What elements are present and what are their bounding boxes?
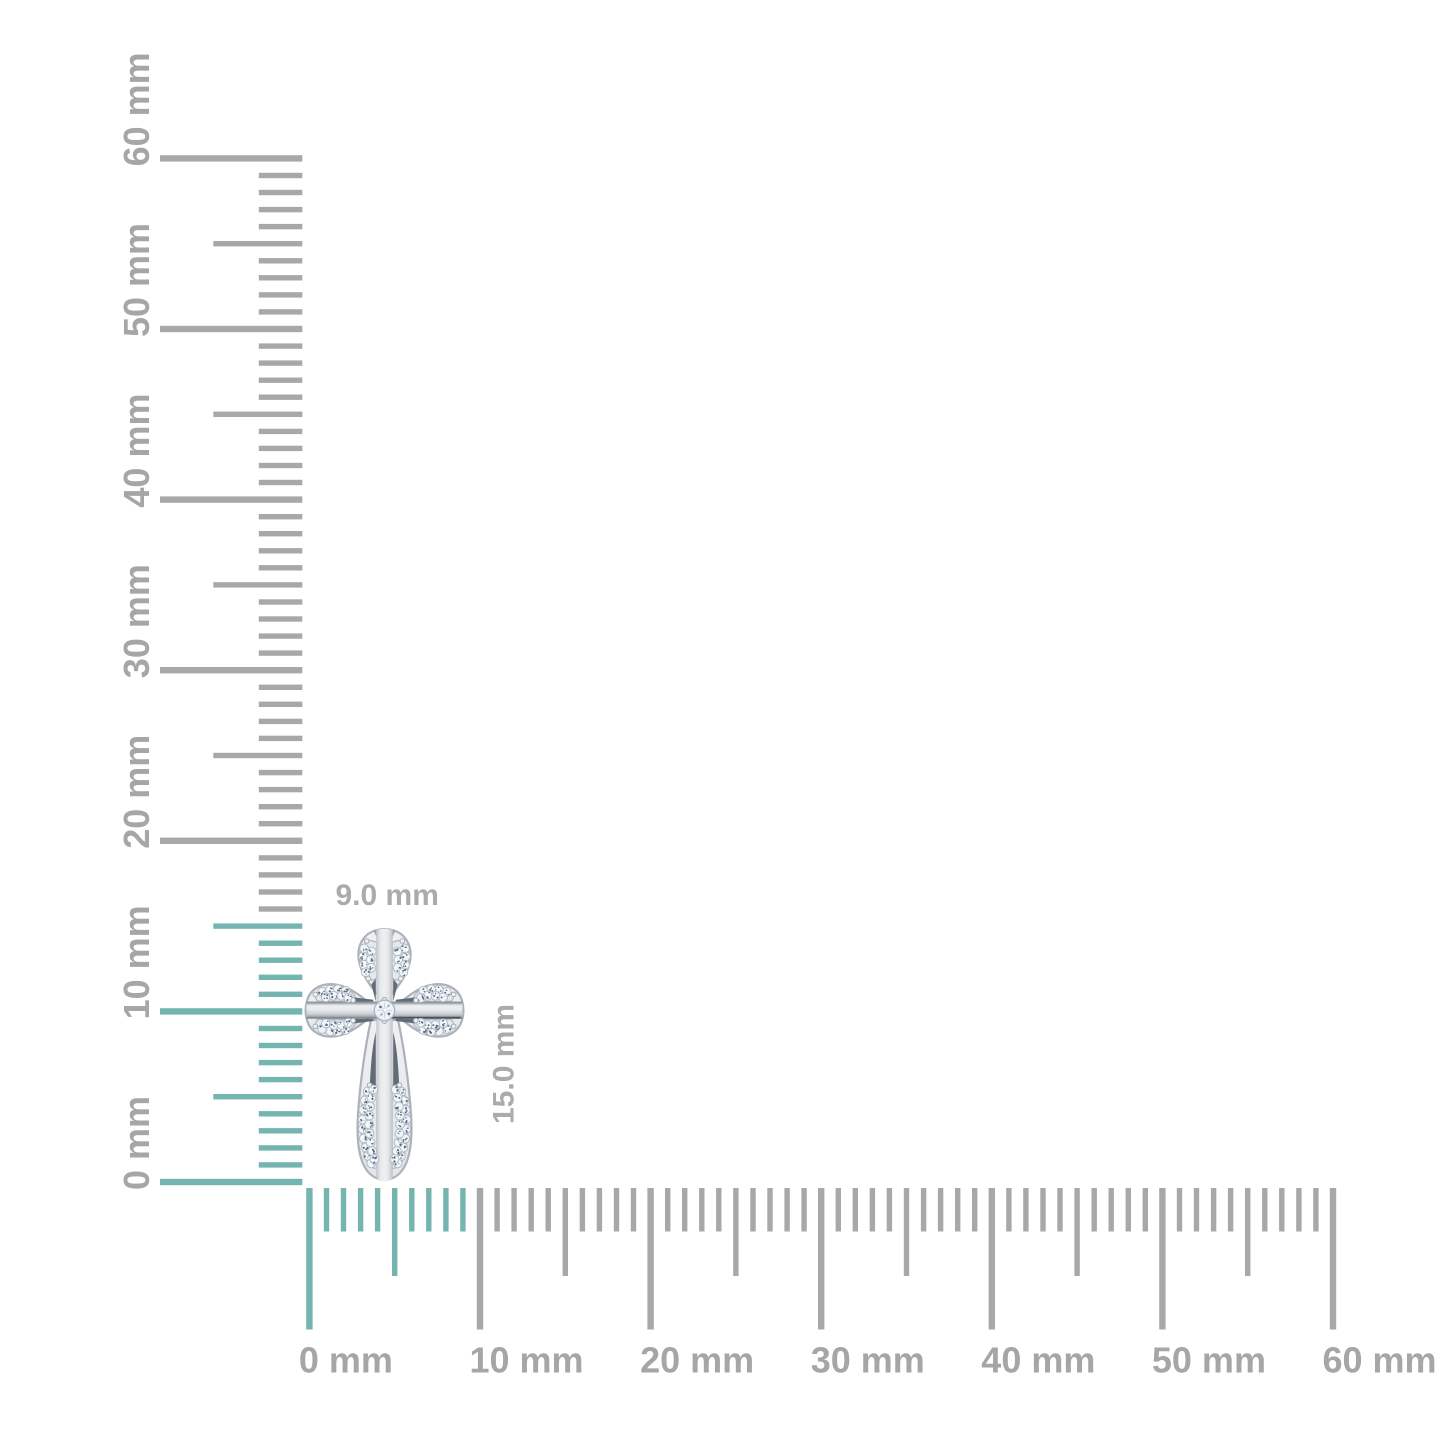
svg-text:20 mm: 20 mm [116,735,157,849]
svg-text:50 mm: 50 mm [116,223,157,337]
svg-text:30 mm: 30 mm [811,1340,925,1381]
svg-text:15.0 mm: 15.0 mm [488,1004,521,1124]
svg-text:9.0 mm: 9.0 mm [336,879,439,912]
svg-text:50 mm: 50 mm [1152,1340,1266,1381]
svg-text:0 mm: 0 mm [299,1340,393,1381]
svg-text:30 mm: 30 mm [116,564,157,678]
svg-text:60 mm: 60 mm [1323,1340,1437,1381]
svg-text:0 mm: 0 mm [116,1096,157,1190]
svg-text:10 mm: 10 mm [116,905,157,1019]
svg-text:20 mm: 20 mm [640,1340,754,1381]
svg-text:40 mm: 40 mm [981,1340,1095,1381]
svg-text:60 mm: 60 mm [116,52,157,166]
svg-text:10 mm: 10 mm [470,1340,584,1381]
svg-text:40 mm: 40 mm [116,394,157,508]
